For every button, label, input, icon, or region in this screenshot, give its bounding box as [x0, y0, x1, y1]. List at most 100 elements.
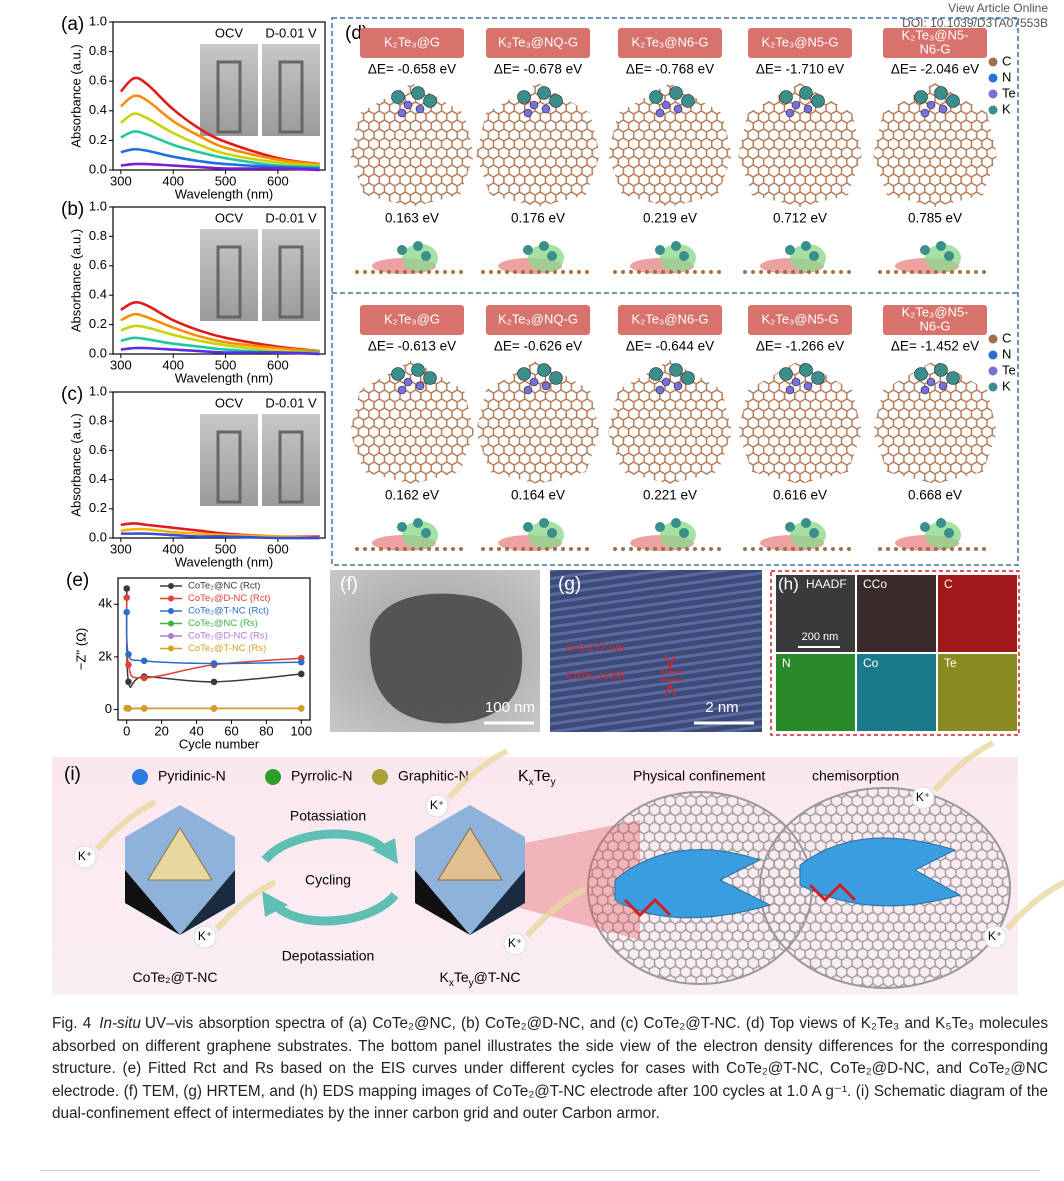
- side-atom: [489, 547, 493, 551]
- header-link[interactable]: View Article Online: [948, 1, 1048, 15]
- side-atom: [419, 547, 423, 551]
- ion: [983, 925, 1007, 949]
- n-dot: [265, 769, 281, 785]
- side-energy: 0.176 eV: [511, 211, 565, 226]
- atom: [799, 363, 813, 377]
- y-tick-label: 0.0: [89, 345, 107, 360]
- ion-trail: [932, 740, 995, 792]
- side-atom: [934, 270, 938, 274]
- side-k: [936, 518, 946, 528]
- atom: [403, 100, 413, 110]
- legend-dot: [988, 382, 998, 392]
- side-atom: [521, 547, 525, 551]
- side-atom: [775, 270, 779, 274]
- ion-trail: [214, 879, 277, 931]
- caption: Fig. 4 In-situ UV–vis absorption spectra o…: [52, 1013, 1048, 1126]
- side-atom: [751, 270, 755, 274]
- name-box: [486, 28, 590, 58]
- side-atom: [823, 270, 827, 274]
- side-atom: [537, 270, 541, 274]
- ion-label: K⁺: [988, 929, 1002, 943]
- side-atom: [529, 547, 533, 551]
- side-atom: [363, 270, 367, 274]
- x-tick-label: 300: [110, 541, 132, 556]
- eds-label: N: [782, 656, 791, 670]
- name-box: [883, 305, 987, 335]
- delta-e: ΔE= -0.626 eV: [494, 339, 582, 354]
- atom: [403, 377, 413, 387]
- side-k: [397, 245, 407, 255]
- cuvette: [278, 430, 304, 504]
- plane: CoTe₂ (120): [566, 670, 625, 682]
- y-tick-label: 0: [105, 701, 112, 716]
- photo-label: D-0.01 V: [265, 210, 317, 225]
- side-atom: [717, 547, 721, 551]
- graphene: [476, 360, 600, 484]
- side-atom: [767, 547, 771, 551]
- side-atom: [569, 270, 573, 274]
- side-atom: [701, 547, 705, 551]
- side-atom: [910, 270, 914, 274]
- y-tick-label: 0.2: [89, 316, 107, 331]
- atom: [914, 90, 928, 104]
- y-tick-label: 0.8: [89, 43, 107, 58]
- graphene: [738, 360, 862, 484]
- structure-name: N6-G: [919, 318, 950, 333]
- label: Depotassiation: [282, 948, 375, 964]
- side-atom: [497, 270, 501, 274]
- side-atom: [403, 547, 407, 551]
- atom: [649, 90, 663, 104]
- side-k: [539, 518, 549, 528]
- side-atom: [645, 547, 649, 551]
- side-atom: [459, 547, 463, 551]
- atom: [397, 108, 407, 118]
- series-line: [120, 130, 320, 169]
- name-box: [486, 305, 590, 335]
- label-part: Te: [454, 969, 469, 985]
- eds-label: CCo: [863, 577, 887, 591]
- side-atom: [613, 270, 617, 274]
- y-tick-label: 0.0: [89, 529, 107, 544]
- header-doi[interactable]: DOI: 10.1039/D3TA07553B: [902, 16, 1048, 30]
- legend-dot: [988, 57, 998, 67]
- x-tick-label: 500: [215, 173, 237, 188]
- side-k: [809, 251, 819, 261]
- atom: [926, 377, 936, 387]
- side-atom: [783, 547, 787, 551]
- x-tick-label: 0: [123, 723, 130, 738]
- legend-label: N: [1002, 69, 1011, 84]
- side-k: [785, 245, 795, 255]
- marker: [140, 674, 148, 682]
- y-axis-label: Absorbance (a.u.): [68, 413, 83, 516]
- side-atom: [958, 547, 962, 551]
- side-atom: [379, 547, 383, 551]
- marker: [210, 678, 218, 686]
- side-k: [944, 251, 954, 261]
- side-k: [655, 522, 665, 532]
- side-atom: [577, 547, 581, 551]
- ion-label: K⁺: [78, 849, 92, 863]
- side-atom: [966, 270, 970, 274]
- y-axis-label: Absorbance (a.u.): [68, 44, 83, 147]
- photo: [200, 229, 258, 321]
- legend-marker: [168, 595, 174, 602]
- side-k: [785, 522, 795, 532]
- cycle-arrows: [261, 829, 399, 926]
- side-atom: [791, 547, 795, 551]
- photo-label: OCV: [215, 25, 244, 40]
- atom: [946, 371, 960, 385]
- label-part: x: [529, 777, 534, 788]
- y-tick-label: 0.8: [89, 228, 107, 243]
- marker: [125, 661, 132, 669]
- x-tick-label: 40: [189, 723, 203, 738]
- series-line: [120, 532, 320, 540]
- side-atom: [918, 547, 922, 551]
- graphene: [738, 83, 862, 207]
- side-atom: [958, 270, 962, 274]
- side-atom: [451, 547, 455, 551]
- side-atom: [982, 270, 986, 274]
- structure-name: N6-G: [919, 41, 950, 56]
- side-atom: [443, 270, 447, 274]
- side-atom: [743, 547, 747, 551]
